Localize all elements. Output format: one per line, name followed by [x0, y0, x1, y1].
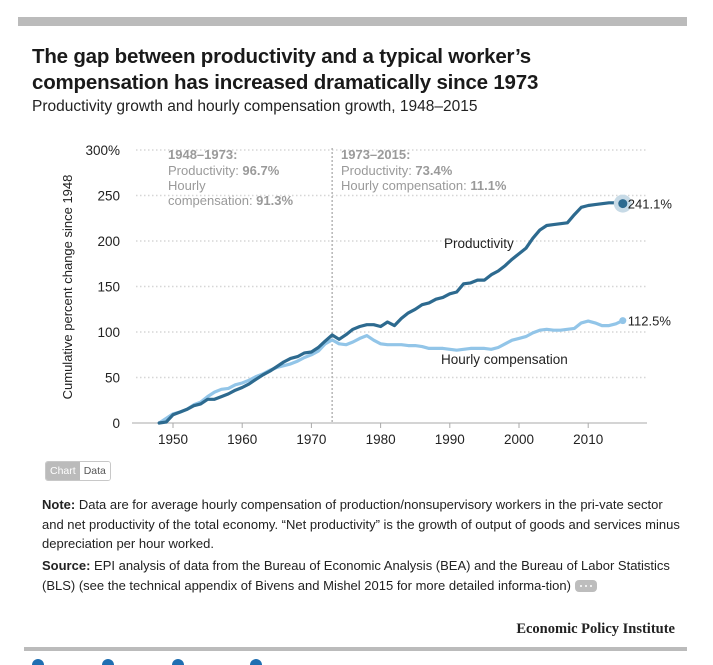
y-tick-label: 200 — [97, 234, 120, 249]
end-markers — [613, 194, 632, 325]
chart-tab[interactable]: Chart — [46, 462, 80, 480]
y-tick-label: 50 — [105, 371, 120, 386]
source-text: Source: EPI analysis of data from the Bu… — [42, 556, 682, 595]
y-tick-label: 250 — [97, 189, 120, 204]
series-label-productivity: Productivity — [444, 236, 514, 251]
source-label: Source: — [42, 558, 91, 573]
dot-icon — [589, 585, 592, 588]
y-tick-label: 150 — [97, 280, 120, 295]
note-body: Data are for average hourly compensation… — [42, 497, 680, 551]
x-tick-label: 1960 — [227, 432, 257, 447]
annotation-right-productivity: Productivity: 73.4% — [341, 163, 453, 178]
x-tick-label: 1990 — [435, 432, 465, 447]
view-toggle: Chart Data — [45, 461, 111, 481]
top-rule — [18, 17, 687, 26]
annotation-left-heading: 1948–1973: — [168, 147, 237, 162]
line-chart: 0 50 100 150 200 250 300% 1950 1960 1970 1980 1990… — [60, 143, 673, 447]
gridlines — [132, 149, 647, 424]
share-icon[interactable] — [250, 659, 262, 665]
x-tick-label: 1980 — [366, 432, 396, 447]
series-lines — [157, 201, 625, 425]
share-icon[interactable] — [102, 659, 114, 665]
end-label-productivity: 241.1% — [628, 197, 673, 212]
end-marker-productivity — [618, 199, 628, 209]
series-label-compensation: Hourly compensation — [441, 352, 568, 367]
source-body: EPI analysis of data from the Bureau of … — [42, 558, 670, 593]
share-icon[interactable] — [172, 659, 184, 665]
annotation-left-compensation: compensation: 91.3% — [168, 193, 293, 208]
end-marker-compensation — [619, 317, 627, 325]
note-text: Note: Data are for average hourly compen… — [42, 495, 682, 554]
x-tick-label: 1950 — [158, 432, 188, 447]
x-axis-ticks: 1950 1960 1970 1980 1990 2000 2010 — [158, 423, 603, 447]
chart-title: The gap between productivity and a typic… — [32, 45, 539, 94]
dot-icon — [579, 585, 582, 588]
line-productivity — [157, 201, 625, 425]
annotation-left-hourly: Hourly — [168, 178, 206, 193]
end-label-compensation: 112.5% — [628, 314, 672, 329]
annotation-right-compensation: Hourly compensation: 11.1% — [341, 178, 507, 193]
chart-subtitle: Productivity growth and hourly compensat… — [32, 98, 478, 115]
x-tick-label: 2000 — [504, 432, 534, 447]
line-compensation — [157, 319, 625, 425]
brand-logo: Economic Policy Institute — [516, 621, 675, 637]
y-axis-label: Cumulative percent change since 1948 — [60, 175, 75, 400]
note-label: Note: — [42, 497, 76, 512]
annotation-left-productivity: Productivity: 96.7% — [168, 163, 280, 178]
y-tick-label: 100 — [97, 325, 120, 340]
dot-icon — [584, 585, 587, 588]
x-tick-label: 2010 — [573, 432, 603, 447]
more-button[interactable] — [574, 580, 597, 593]
bottom-rule — [24, 647, 687, 651]
share-icon[interactable] — [32, 659, 44, 665]
x-tick-label: 1970 — [296, 432, 326, 447]
y-tick-label: 0 — [112, 416, 120, 431]
annotation-right-heading: 1973–2015: — [341, 147, 410, 162]
data-tab[interactable]: Data — [79, 462, 110, 480]
y-tick-label: 300% — [85, 143, 120, 158]
y-axis-ticks: 0 50 100 150 200 250 300% — [85, 143, 120, 431]
